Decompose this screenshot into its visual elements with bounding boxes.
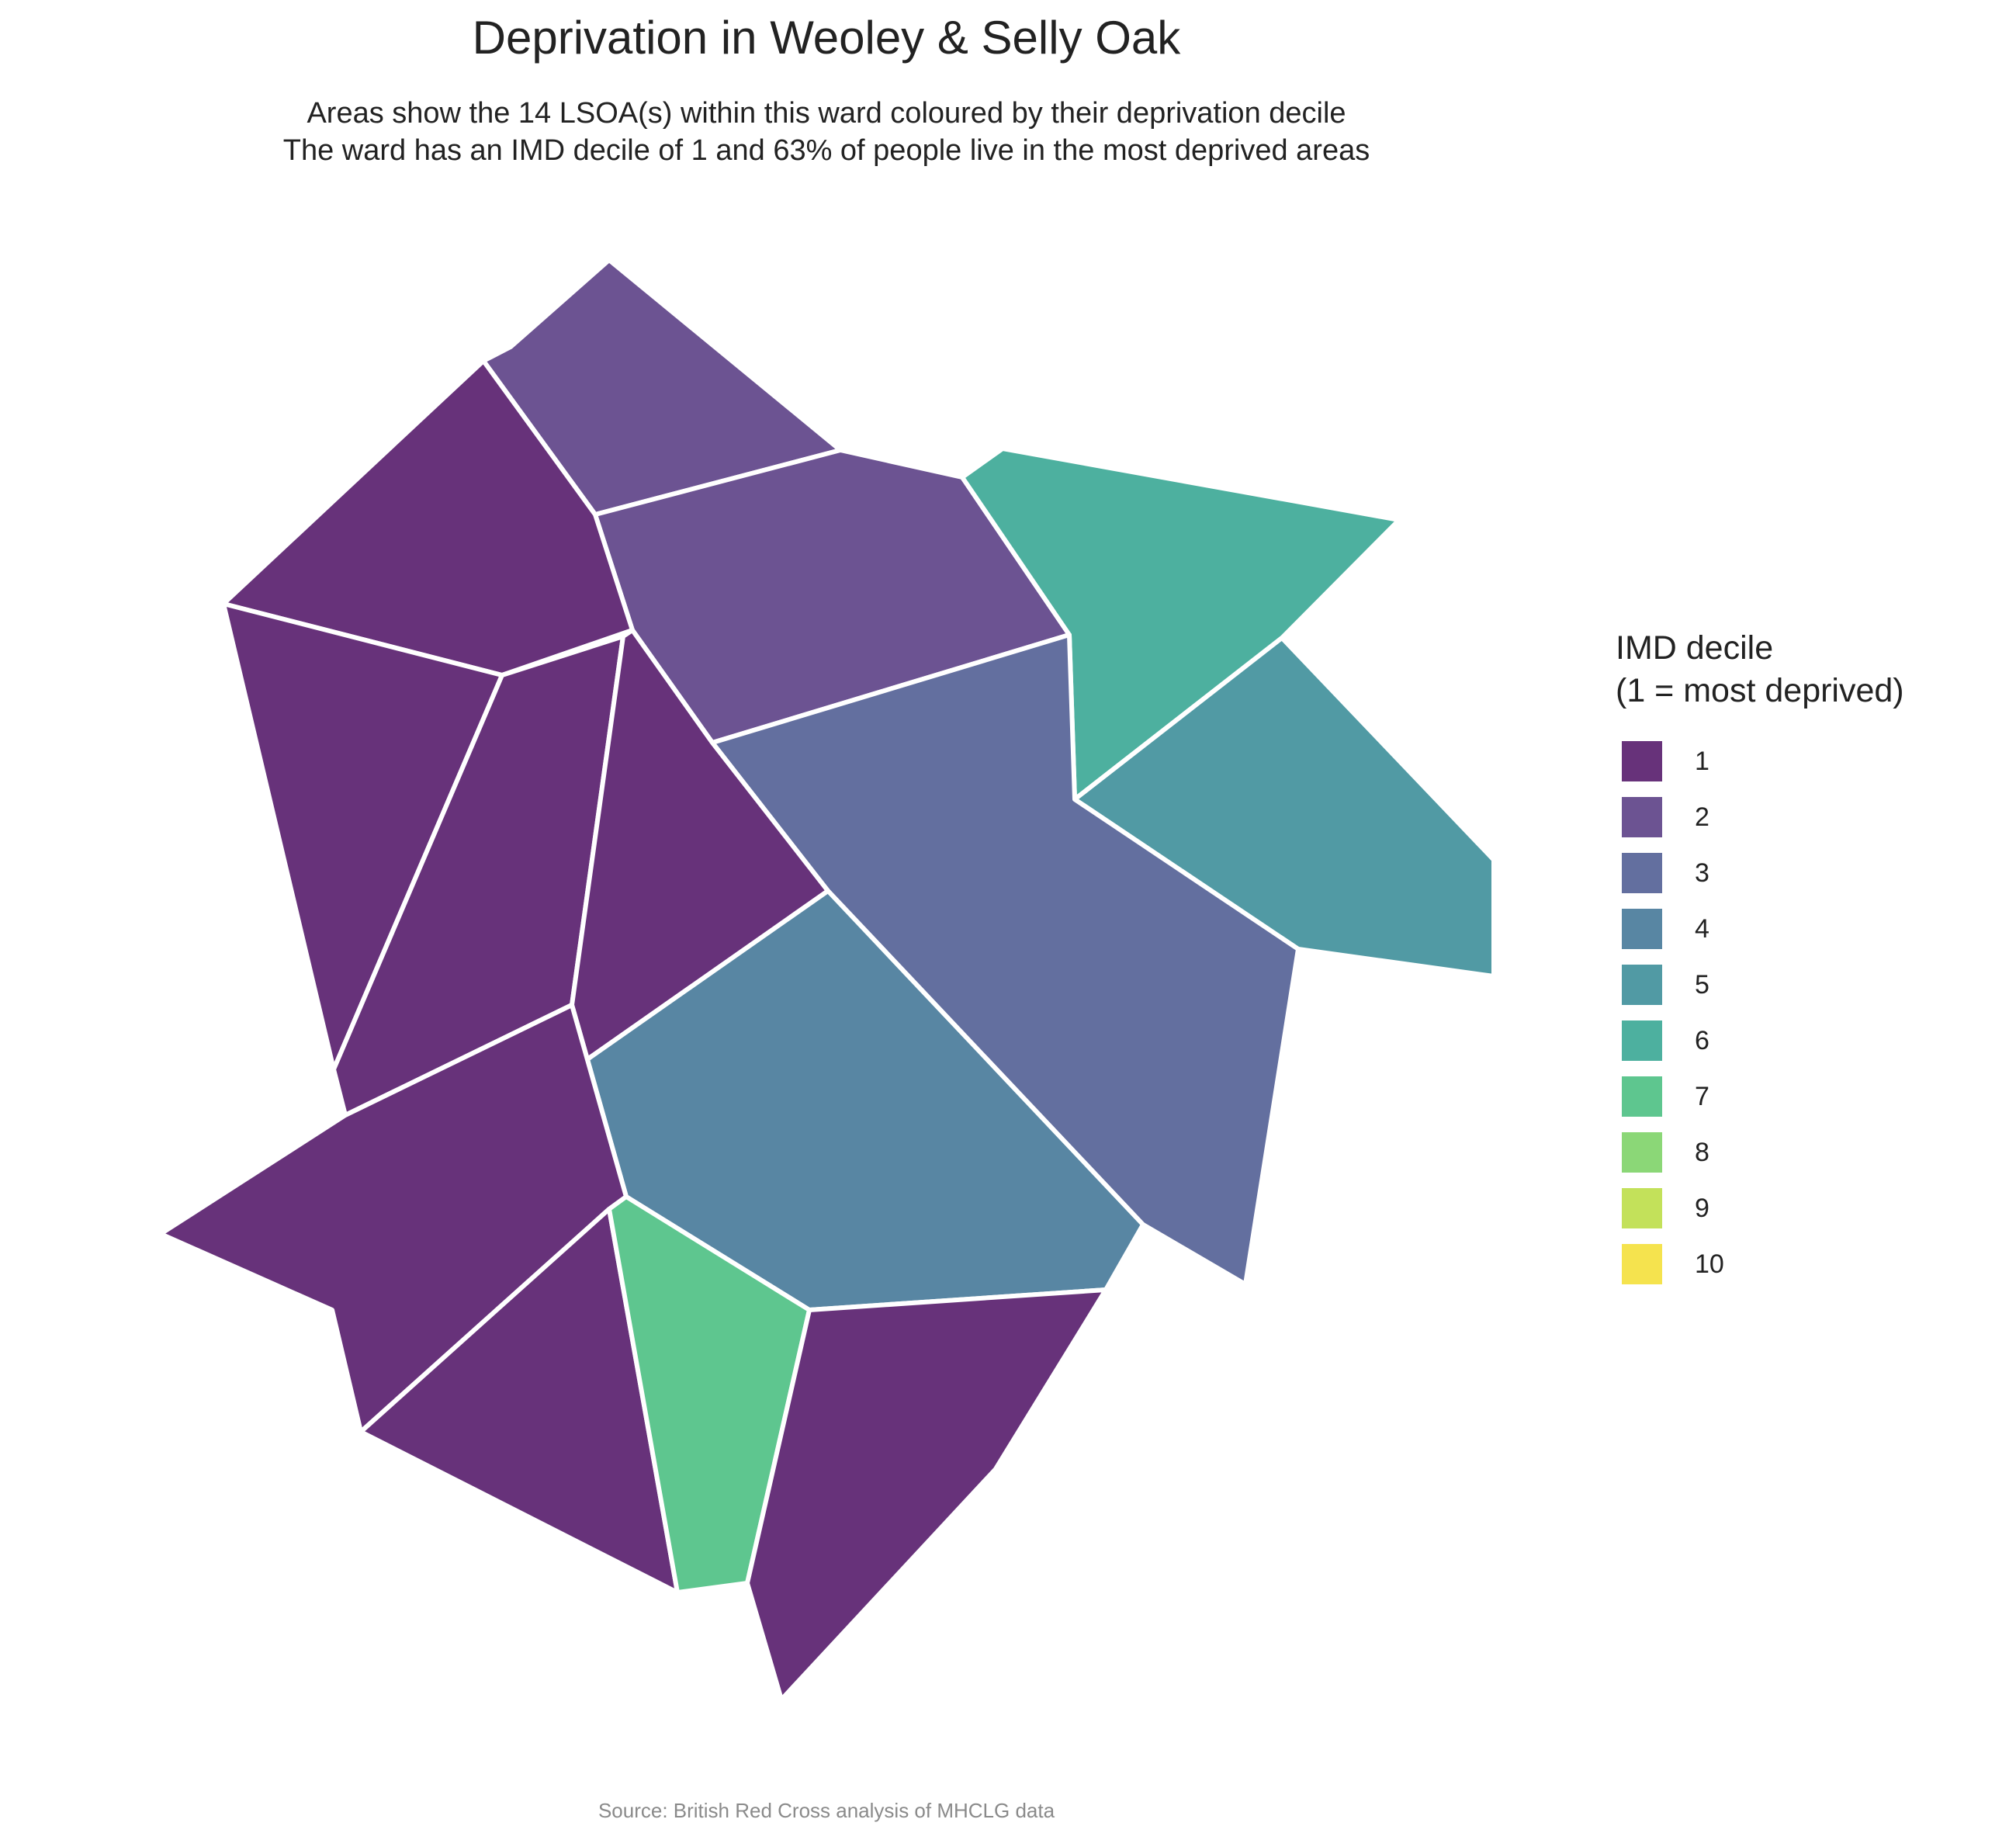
legend-title-line-1: IMD decile xyxy=(1616,629,1774,667)
source-caption: Source: British Red Cross analysis of MH… xyxy=(598,1799,1055,1822)
lsoa-area-south-east xyxy=(745,1287,1108,1702)
legend-item-2: 2 xyxy=(1616,789,1904,845)
legend-swatch xyxy=(1622,1020,1662,1061)
legend-label: 9 xyxy=(1695,1193,1709,1223)
legend-label: 4 xyxy=(1695,913,1709,944)
legend-swatch xyxy=(1622,1076,1662,1117)
legend-swatch xyxy=(1622,741,1662,781)
legend-label: 6 xyxy=(1695,1025,1709,1055)
legend-swatch xyxy=(1622,1244,1662,1284)
lsoa-area-east xyxy=(1072,636,1496,979)
chart-subtitle: Areas show the 14 LSOA(s) within this wa… xyxy=(0,95,1653,169)
legend-item-7: 7 xyxy=(1616,1069,1904,1124)
legend-title-line-2: (1 = most deprived) xyxy=(1616,672,1904,709)
legend-swatch xyxy=(1622,853,1662,893)
legend-label: 1 xyxy=(1695,746,1709,776)
legend: IMD decile (1 = most deprived) 1 2 3 4 5 6 7 8 9… xyxy=(1616,627,1904,1292)
legend-item-4: 4 xyxy=(1616,901,1904,957)
subtitle-line-2: The ward has an IMD decile of 1 and 63% … xyxy=(282,134,1370,167)
legend-label: 2 xyxy=(1695,802,1709,832)
legend-item-1: 1 xyxy=(1616,733,1904,789)
legend-item-3: 3 xyxy=(1616,845,1904,901)
legend-swatch xyxy=(1622,965,1662,1005)
subtitle-line-1: Areas show the 14 LSOA(s) within this wa… xyxy=(307,97,1346,130)
legend-item-8: 8 xyxy=(1616,1124,1904,1180)
legend-label: 8 xyxy=(1695,1137,1709,1167)
legend-item-9: 9 xyxy=(1616,1180,1904,1236)
legend-label: 5 xyxy=(1695,969,1709,1000)
legend-swatch xyxy=(1622,1132,1662,1173)
legend-title: IMD decile (1 = most deprived) xyxy=(1616,627,1904,712)
legend-item-10: 10 xyxy=(1616,1236,1904,1292)
legend-swatch xyxy=(1622,1188,1662,1228)
legend-item-6: 6 xyxy=(1616,1013,1904,1069)
legend-label: 7 xyxy=(1695,1081,1709,1111)
legend-items: 1 2 3 4 5 6 7 8 9 10 xyxy=(1616,733,1904,1292)
legend-swatch xyxy=(1622,797,1662,837)
legend-swatch xyxy=(1622,909,1662,949)
legend-label: 10 xyxy=(1695,1249,1724,1279)
legend-label: 3 xyxy=(1695,858,1709,888)
chart-title: Deprivation in Weoley & Selly Oak xyxy=(472,12,1181,64)
legend-item-5: 5 xyxy=(1616,957,1904,1013)
